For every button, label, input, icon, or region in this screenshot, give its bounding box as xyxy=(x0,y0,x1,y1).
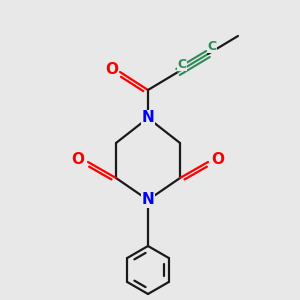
Text: O: O xyxy=(212,152,224,167)
Text: C: C xyxy=(207,40,217,52)
Text: O: O xyxy=(71,152,85,167)
Text: C: C xyxy=(177,58,187,70)
Text: N: N xyxy=(142,110,154,125)
Text: N: N xyxy=(142,193,154,208)
Text: O: O xyxy=(106,62,118,77)
